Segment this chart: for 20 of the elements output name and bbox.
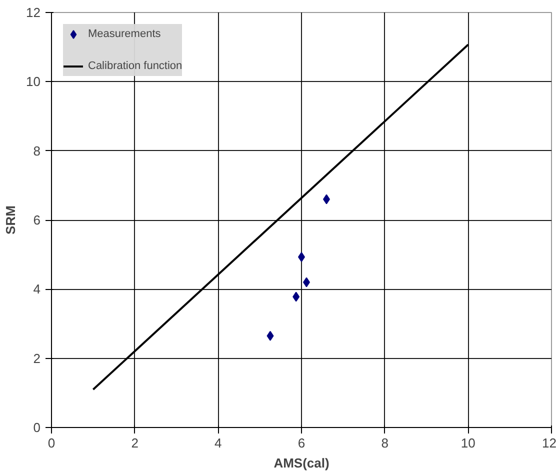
y-tick-label: 10 xyxy=(26,74,41,90)
point xyxy=(292,292,300,302)
y-tick-label: 4 xyxy=(33,282,41,297)
x-tick-label: 0 xyxy=(48,436,56,450)
x-tick-label: 12 xyxy=(542,436,556,450)
y-tick-label: 0 xyxy=(33,420,41,435)
x-tick-label: 2 xyxy=(131,436,138,450)
legend-label: Measurements xyxy=(88,28,161,40)
x-tick-label: 8 xyxy=(381,436,388,450)
x-axis-title: AMS(cal) xyxy=(274,456,330,470)
y-tick-label: 6 xyxy=(33,212,41,228)
x-tick-label: 10 xyxy=(460,436,476,450)
x-tick-label: 4 xyxy=(214,436,222,450)
x-tick-label: 6 xyxy=(298,436,306,450)
y-tick-label: 12 xyxy=(26,5,41,20)
y-tick-label: 8 xyxy=(33,143,41,158)
y-tick-label: 2 xyxy=(33,350,41,366)
point xyxy=(266,330,274,341)
legend-label: Calibration function xyxy=(88,60,182,72)
y-axis-title: SRM xyxy=(3,206,18,234)
